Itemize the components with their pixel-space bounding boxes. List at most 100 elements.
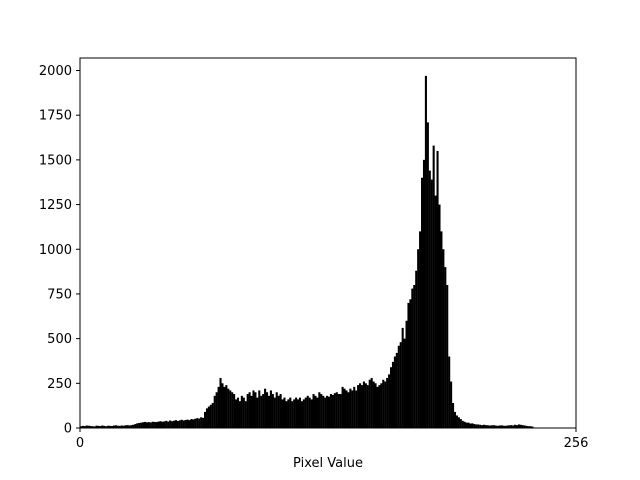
histogram-bar bbox=[202, 417, 205, 428]
histogram-bar bbox=[262, 394, 265, 428]
histogram-bar bbox=[89, 426, 92, 428]
histogram-bar bbox=[484, 425, 488, 428]
histogram-bar bbox=[142, 422, 145, 428]
plot-frame bbox=[79, 57, 577, 429]
histogram-bar bbox=[496, 425, 499, 428]
histogram-bar bbox=[426, 122, 429, 428]
histogram-bar bbox=[488, 425, 491, 428]
histogram-bar bbox=[194, 418, 197, 428]
histogram-bar bbox=[171, 421, 174, 428]
histogram-bar bbox=[260, 395, 263, 428]
histogram-bar bbox=[143, 421, 147, 428]
histogram-bar bbox=[200, 417, 203, 428]
histogram-bar bbox=[196, 418, 199, 428]
histogram-bar bbox=[93, 426, 96, 428]
histogram-bar bbox=[322, 395, 325, 428]
histogram-bar bbox=[452, 402, 455, 428]
histogram-bar bbox=[422, 159, 426, 428]
histogram-bar bbox=[461, 420, 464, 428]
histogram-bar bbox=[450, 381, 453, 428]
histogram-bar bbox=[364, 383, 367, 428]
histogram-bar bbox=[252, 390, 255, 428]
histogram-bar bbox=[446, 285, 449, 428]
histogram-bar bbox=[378, 385, 381, 428]
histogram-bar bbox=[368, 379, 371, 428]
histogram-bar bbox=[173, 420, 176, 428]
histogram-bar bbox=[105, 426, 108, 428]
histogram-bar bbox=[235, 399, 238, 428]
histogram-bar bbox=[347, 392, 350, 428]
histogram-bar bbox=[275, 392, 278, 428]
histogram-bar bbox=[300, 401, 303, 428]
histogram-bar bbox=[506, 425, 509, 428]
histogram-bar bbox=[440, 231, 443, 428]
histogram-bar bbox=[122, 425, 125, 428]
histogram-bar bbox=[475, 424, 478, 428]
y-tick-label: 1500 bbox=[39, 153, 72, 168]
histogram-bar bbox=[231, 392, 234, 428]
histogram-bar bbox=[434, 195, 437, 428]
histogram-bar bbox=[320, 394, 323, 428]
histogram-bar bbox=[405, 320, 408, 428]
histogram-bar bbox=[205, 408, 209, 428]
histogram-bar bbox=[227, 388, 230, 428]
histogram-bar bbox=[165, 420, 168, 428]
histogram-bar bbox=[302, 399, 305, 428]
histogram-bar bbox=[312, 394, 315, 428]
histogram-bar bbox=[391, 361, 395, 428]
histogram-bar bbox=[145, 422, 148, 428]
histogram-bar bbox=[329, 394, 333, 428]
histogram-bar bbox=[510, 425, 513, 428]
histogram-bar bbox=[287, 399, 290, 428]
histogram-bar bbox=[182, 420, 185, 428]
histogram-bar bbox=[455, 415, 458, 428]
histogram-bar bbox=[204, 411, 207, 428]
histogram-bar bbox=[473, 424, 476, 428]
histogram-bar bbox=[188, 420, 191, 428]
histogram-bar bbox=[401, 327, 404, 428]
histogram-bar bbox=[87, 425, 90, 428]
histogram-bar bbox=[345, 390, 348, 428]
histogram-bar bbox=[372, 381, 375, 428]
histogram-bar bbox=[477, 424, 480, 428]
histogram-bar bbox=[256, 397, 259, 428]
histogram-bar bbox=[459, 419, 462, 428]
histogram-bar bbox=[207, 406, 210, 428]
histogram-bar bbox=[384, 381, 387, 428]
histogram-bar bbox=[184, 419, 187, 428]
histogram-bar bbox=[285, 401, 288, 428]
histogram-bar bbox=[525, 425, 528, 428]
histogram-bar bbox=[519, 424, 522, 428]
histogram-bar bbox=[219, 377, 222, 428]
histogram-bar bbox=[417, 249, 420, 428]
histogram-bar bbox=[328, 396, 331, 428]
x-axis-ticks: 0 256 bbox=[76, 428, 589, 451]
histogram-bar bbox=[514, 424, 517, 428]
y-tick-label: 1000 bbox=[39, 243, 72, 258]
histogram-bar bbox=[147, 422, 150, 428]
x-tick-label: 0 bbox=[76, 436, 84, 451]
histogram-bar bbox=[407, 302, 410, 428]
y-axis-ticks: 0 250 500 750 1000 1250 1500 1750 2000 bbox=[39, 64, 80, 437]
histogram-bar bbox=[134, 424, 137, 428]
histogram-bar bbox=[314, 395, 317, 428]
histogram-bar bbox=[390, 367, 393, 428]
histogram-bar bbox=[186, 419, 189, 428]
histogram-bar bbox=[411, 288, 414, 428]
histogram-bar bbox=[351, 390, 354, 428]
x-tick-label: 256 bbox=[564, 436, 589, 451]
histogram-bar bbox=[469, 423, 472, 428]
histogram-bar bbox=[209, 404, 212, 428]
histogram-bar bbox=[357, 385, 360, 428]
histogram-bar bbox=[479, 424, 482, 428]
histogram-bar bbox=[512, 425, 515, 428]
y-tick-label: 1750 bbox=[39, 109, 72, 124]
histogram-bar bbox=[515, 425, 519, 428]
histogram-bar bbox=[393, 356, 396, 428]
histogram-bar bbox=[436, 150, 439, 428]
histogram-bar bbox=[386, 377, 389, 428]
histogram-bar bbox=[304, 397, 307, 428]
histogram-bars bbox=[80, 75, 534, 429]
histogram-bar bbox=[382, 379, 385, 428]
histogram-bar bbox=[370, 377, 373, 428]
